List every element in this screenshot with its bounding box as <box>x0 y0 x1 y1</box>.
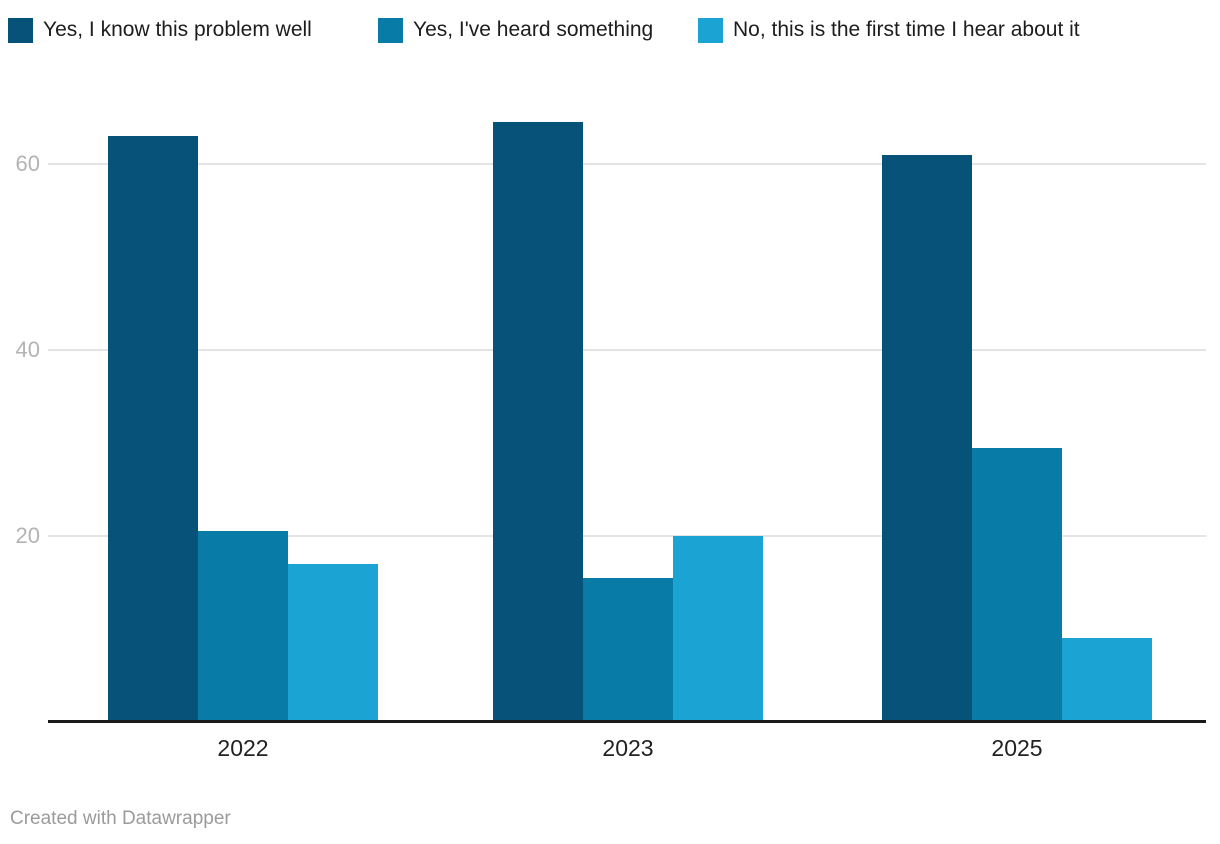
chart-legend: Yes, I know this problem well Yes, I've … <box>8 14 1212 46</box>
bar-2022-series3 <box>288 564 378 722</box>
x-axis-line <box>48 720 1206 723</box>
bar-2023-series2 <box>583 578 673 722</box>
legend-label: Yes, I know this problem well <box>43 18 312 41</box>
x-axis-label-2023: 2023 <box>602 735 654 761</box>
y-axis-tick-label: 40 <box>15 337 40 362</box>
legend-swatch-medium-blue <box>378 17 403 43</box>
x-axis-label-2022: 2022 <box>217 735 269 761</box>
y-axis-tick-label: 20 <box>15 523 40 548</box>
legend-swatch-dark-blue <box>8 17 33 43</box>
legend-item: No, this is the first time I hear about … <box>698 14 1080 46</box>
x-axis-label-2025: 2025 <box>991 735 1043 761</box>
legend-label: No, this is the first time I hear about … <box>733 18 1080 41</box>
bar-2023-series3 <box>673 536 763 722</box>
gridline <box>48 163 1206 165</box>
datawrapper-credit: Created with Datawrapper <box>10 808 231 829</box>
legend-label: Yes, I've heard something <box>413 18 654 41</box>
bar-2025-series2 <box>972 448 1062 722</box>
legend-swatch-light-blue <box>698 17 723 43</box>
bar-2025-series1 <box>882 155 972 722</box>
y-axis-tick-label: 60 <box>15 151 40 176</box>
bar-2023-series1 <box>493 122 583 722</box>
gridline <box>48 349 1206 351</box>
bar-2025-series3 <box>1062 638 1152 722</box>
bar-2022-series2 <box>198 531 288 722</box>
legend-item: Yes, I've heard something <box>378 14 653 46</box>
legend-item: Yes, I know this problem well <box>8 14 312 46</box>
gridline <box>48 535 1206 537</box>
bar-2022-series1 <box>108 136 198 722</box>
